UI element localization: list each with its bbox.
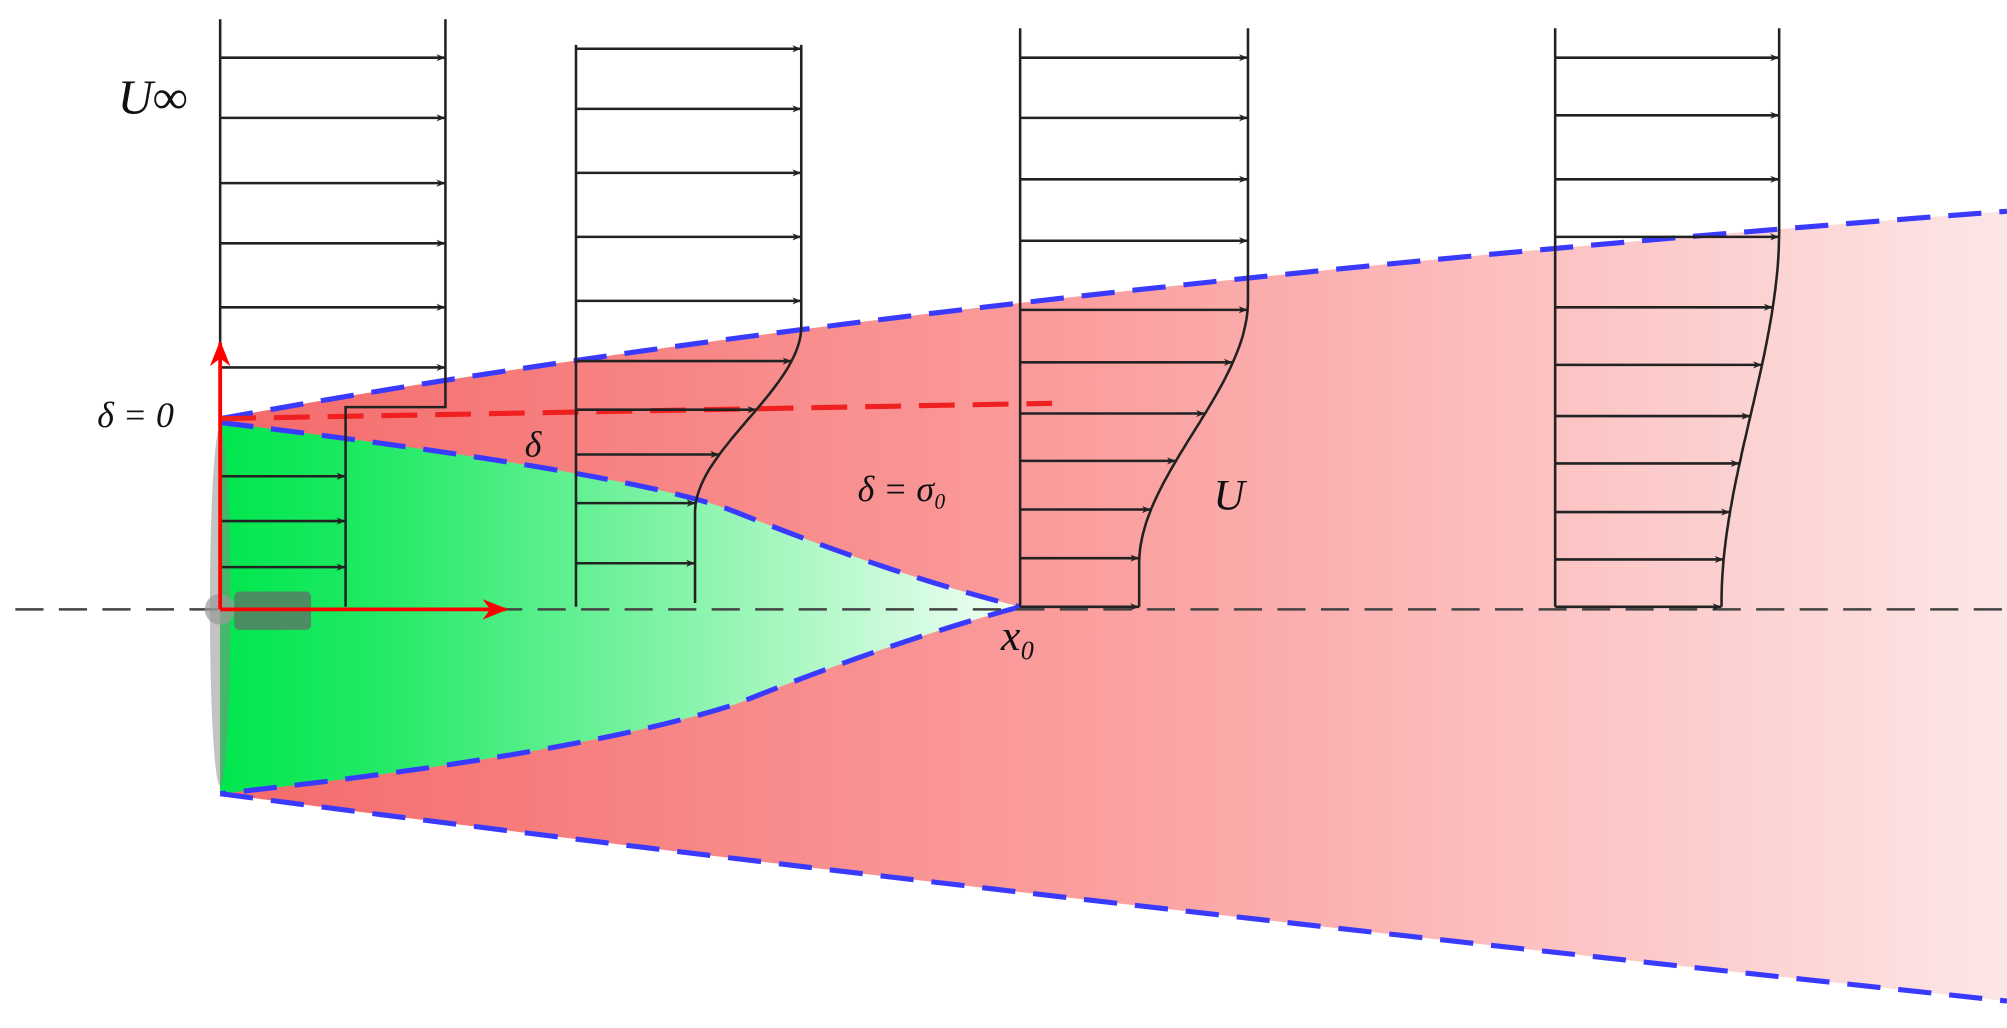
label-delta-zero: δ = 0 [97, 395, 174, 435]
velocity-profiles [218, 19, 1781, 611]
profile-curve [344, 19, 447, 607]
profile-curve [693, 44, 803, 603]
label-u-inf: U∞ [118, 71, 188, 125]
profile-curve [1720, 28, 1781, 607]
label-x0: x₀ [1000, 612, 1035, 660]
label-u: U [1213, 471, 1247, 519]
label-delta: δ [525, 424, 543, 464]
delta-line [220, 400, 1053, 422]
potential-core [220, 422, 1021, 794]
label-delta-sigma: δ = σ₀ [858, 469, 947, 509]
boundaries [219, 208, 2007, 1004]
